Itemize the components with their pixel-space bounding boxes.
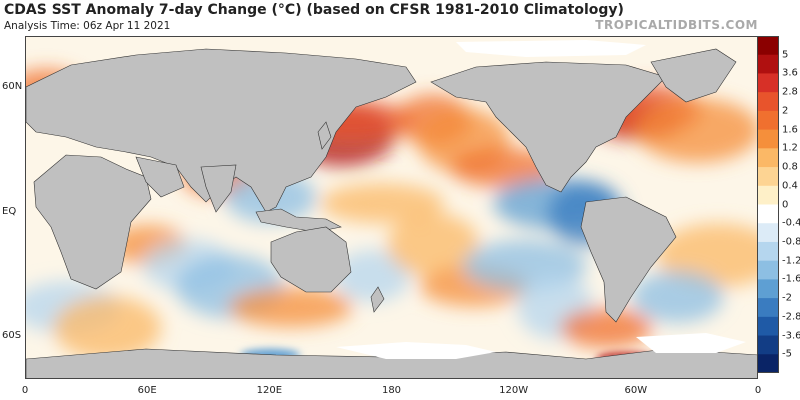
lon-label: 120E (256, 385, 283, 396)
colorbar-segment (757, 185, 779, 205)
sea-ice-weddell (636, 333, 746, 353)
lon-label: 0 (754, 385, 762, 396)
colorbar-label: -0.4 (782, 217, 800, 229)
lat-label: EQ (2, 205, 17, 217)
analysis-time: Analysis Time: 06z Apr 11 2021 (4, 20, 171, 32)
page-title: CDAS SST Anomaly 7-day Change (°C) (base… (4, 2, 624, 18)
australia-landmass (270, 226, 352, 293)
colorbar-segment (757, 316, 779, 337)
colorbar-segment (757, 167, 779, 187)
colorbar-label: 0.4 (782, 180, 798, 192)
colorbar-label: 3.6 (782, 67, 798, 79)
lon-label: 0 (21, 385, 29, 396)
colorbar-segment (757, 260, 779, 280)
colorbar-label: -3.6 (782, 330, 800, 342)
anomaly-patch (560, 308, 653, 349)
anomaly-patch (334, 250, 411, 303)
colorbar-segment (757, 279, 779, 299)
colorbar-label: -1.2 (782, 255, 800, 267)
japan-landmass (317, 121, 332, 150)
south-america-landmass (580, 196, 677, 323)
colorbar-label: 2 (782, 105, 789, 117)
colorbar-segment (757, 223, 779, 243)
land-layer (26, 40, 757, 378)
colorbar-segment (757, 73, 779, 93)
india-landmass (200, 164, 237, 213)
colorbar-segment (757, 298, 779, 318)
lat-label: 60N (2, 80, 23, 92)
colorbar-segment (757, 129, 779, 149)
colorbar-segment (757, 354, 779, 373)
colorbar-label: -1.6 (782, 273, 800, 285)
colorbar-segment (757, 54, 779, 74)
lon-label: 60W (624, 385, 648, 396)
colorbar-segment (757, 110, 779, 131)
colorbar-segment (757, 204, 779, 224)
arabia-landmass (135, 156, 185, 198)
anomaly-patch (387, 212, 480, 277)
colorbar-border (757, 36, 779, 373)
colorbar-label: 0 (782, 199, 789, 210)
anomaly-patch (53, 296, 162, 361)
colorbar-segment (757, 36, 779, 56)
colorbar-label: 1.2 (782, 142, 798, 154)
indonesia-landmass (255, 208, 342, 233)
colorbar-label: 2.8 (782, 86, 798, 98)
lon-label: 180 (381, 385, 402, 396)
colorbar-segment (757, 335, 779, 355)
colorbar-label: 1.6 (782, 124, 798, 136)
colorbar-label: 0.8 (782, 161, 798, 173)
lon-label: 120W (499, 385, 529, 396)
colorbar-label: -0.8 (782, 236, 800, 248)
new-zealand-landmass (370, 286, 385, 313)
colorbar-label: -5 (782, 348, 792, 360)
sst-anomaly-map[interactable] (26, 37, 758, 379)
sea-ice-south (336, 342, 496, 359)
sea-ice-north (456, 40, 646, 57)
anomaly-patch (631, 270, 724, 323)
greenland-landmass (650, 48, 737, 103)
lat-label: 60S (2, 330, 22, 342)
anomaly-patch (320, 183, 445, 224)
colorbar-label: -2 (782, 292, 792, 304)
colorbar-segment (757, 148, 779, 168)
colorbar-label: -2.8 (782, 311, 800, 323)
antarctica-landmass (26, 348, 757, 378)
africa-landmass (33, 154, 152, 290)
anomaly-patch (228, 287, 353, 328)
lon-label: 60E (137, 385, 157, 396)
brand-watermark: TROPICALTIDBITS.COM (595, 18, 758, 32)
map-frame[interactable] (25, 36, 758, 379)
north-america-landmass (430, 61, 667, 193)
colorbar-segment (757, 92, 779, 112)
anomaly-patch (635, 98, 757, 163)
eurasia-landmass (26, 48, 417, 213)
colorbar-segment (757, 241, 779, 262)
colorbar-label: 5 (782, 49, 789, 61)
colorbar (757, 36, 779, 373)
